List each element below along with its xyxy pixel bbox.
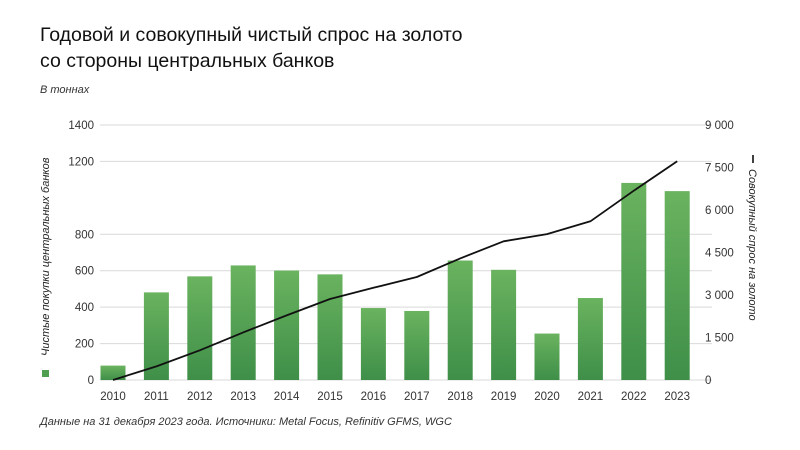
units-note: В тоннах — [40, 84, 90, 96]
bar-2017 — [404, 310, 430, 380]
x-tick-label: 2014 — [274, 391, 300, 403]
bar-2011 — [143, 292, 169, 380]
bar-2021 — [577, 298, 603, 380]
left-axis-ticks: 0 200 400 600 800 1200 1400 — [68, 120, 94, 387]
right-axis-label-group: Совокупный спрос на золото — [746, 155, 758, 321]
right-axis-ticks: 0 1 500 3 000 4 500 6 000 7 500 9 000 — [705, 120, 734, 387]
x-tick-label: 2017 — [404, 391, 430, 403]
left-tick-label: 600 — [75, 266, 94, 278]
bar-2010 — [100, 365, 126, 380]
right-tick-label: 3 000 — [705, 290, 734, 302]
right-tick-label: 1 500 — [705, 333, 734, 345]
x-tick-label: 2019 — [491, 391, 517, 403]
x-axis-ticks: 2010 2011 2012 2013 2014 2015 2016 2017 2018 2019… — [100, 391, 690, 403]
bar-2023 — [664, 191, 690, 380]
chart-title-line1: Годовой и совокупный чистый спрос на зол… — [40, 24, 463, 46]
left-tick-label: 800 — [75, 229, 94, 241]
right-tick-label: 4 500 — [705, 248, 734, 260]
left-tick-label: 200 — [75, 339, 94, 351]
x-tick-label: 2015 — [317, 391, 343, 403]
chart-title-line2: со стороны центральных банков — [40, 50, 335, 72]
left-axis-label-group: Чистые покупки центральных банков — [40, 157, 52, 377]
bar-2016 — [360, 308, 386, 380]
footnote: Данные на 31 декабря 2023 года. Источник… — [40, 416, 452, 428]
chart-title: Годовой и совокупный чистый спрос на зол… — [40, 22, 462, 74]
x-tick-label: 2021 — [578, 391, 604, 403]
cumulative-line — [112, 160, 678, 381]
x-tick-label: 2022 — [621, 391, 647, 403]
bar-2022 — [621, 182, 647, 380]
x-tick-label: 2012 — [187, 391, 213, 403]
right-tick-label: 6 000 — [705, 205, 734, 217]
x-tick-label: 2013 — [230, 391, 256, 403]
x-tick-label: 2020 — [534, 391, 560, 403]
right-axis-label: Совокупный спрос на золото — [746, 169, 758, 321]
left-tick-label: 0 — [88, 375, 94, 387]
bar-2014 — [274, 270, 300, 380]
bar-2013 — [230, 265, 256, 380]
bar-series — [100, 182, 690, 380]
line-series — [112, 160, 678, 381]
x-tick-label: 2016 — [361, 391, 387, 403]
right-tick-label: 0 — [705, 375, 711, 387]
bar-2018 — [447, 260, 473, 380]
x-tick-label: 2018 — [447, 391, 473, 403]
left-axis-label: Чистые покупки центральных банков — [40, 157, 52, 356]
bar-2012 — [187, 276, 213, 380]
x-tick-label: 2023 — [664, 391, 690, 403]
left-tick-label: 1400 — [68, 120, 94, 132]
bar-2015 — [317, 274, 343, 380]
left-tick-label: 400 — [75, 302, 94, 314]
left-tick-label: 1200 — [68, 156, 94, 168]
right-tick-label: 9 000 — [705, 120, 734, 132]
x-tick-label: 2010 — [100, 391, 126, 403]
bar-2020 — [534, 333, 560, 380]
right-tick-label: 7 500 — [705, 163, 734, 175]
bar-legend-swatch — [42, 370, 49, 377]
bar-2019 — [491, 269, 517, 380]
x-tick-label: 2011 — [144, 391, 169, 403]
